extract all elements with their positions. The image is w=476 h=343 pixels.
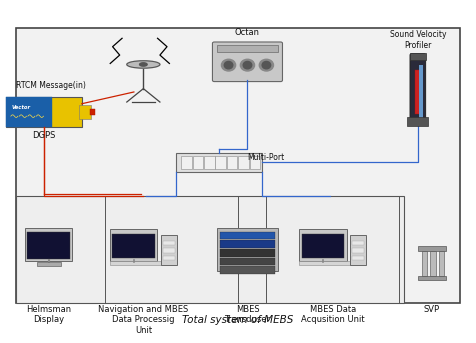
Bar xyxy=(350,235,366,265)
FancyBboxPatch shape xyxy=(410,54,426,123)
Text: Octan: Octan xyxy=(235,28,260,37)
Bar xyxy=(352,248,364,253)
Bar xyxy=(352,256,364,260)
Bar xyxy=(299,261,351,265)
Bar xyxy=(6,97,82,127)
Ellipse shape xyxy=(262,61,271,69)
Bar xyxy=(267,196,399,303)
Bar xyxy=(219,232,276,239)
Text: RTCM Message(in): RTCM Message(in) xyxy=(16,81,86,90)
Bar xyxy=(163,256,175,260)
Bar xyxy=(302,234,344,258)
Ellipse shape xyxy=(259,59,274,71)
Bar xyxy=(193,156,203,169)
Bar xyxy=(219,240,276,248)
Bar xyxy=(112,234,155,258)
Bar xyxy=(422,250,427,276)
Bar xyxy=(90,109,95,116)
Bar xyxy=(219,267,276,274)
Ellipse shape xyxy=(243,61,252,69)
Bar xyxy=(25,228,72,261)
Bar xyxy=(217,45,278,52)
Bar xyxy=(419,65,423,119)
Bar xyxy=(204,156,215,169)
Bar xyxy=(181,156,192,169)
Bar xyxy=(37,262,60,267)
Bar xyxy=(163,241,175,246)
Bar xyxy=(163,248,175,253)
Ellipse shape xyxy=(139,63,147,66)
Bar xyxy=(161,235,177,265)
Bar xyxy=(28,232,70,259)
Bar xyxy=(227,156,238,169)
Ellipse shape xyxy=(224,61,233,69)
Text: DGPS: DGPS xyxy=(32,131,56,140)
Bar xyxy=(418,247,446,250)
Text: Vector: Vector xyxy=(12,105,31,109)
Ellipse shape xyxy=(240,59,255,71)
Bar xyxy=(352,241,364,246)
Ellipse shape xyxy=(127,61,160,68)
Bar xyxy=(106,196,238,303)
Text: MBES
Transduser: MBES Transduser xyxy=(225,305,270,324)
Bar xyxy=(110,229,157,261)
Bar xyxy=(219,249,276,257)
Text: SVP: SVP xyxy=(424,305,440,314)
Text: Sound Velocity
Profiler: Sound Velocity Profiler xyxy=(389,30,446,50)
Bar xyxy=(238,156,249,169)
Text: Total system of MEBS: Total system of MEBS xyxy=(182,315,294,325)
Text: MBES Data
Acqusition Unit: MBES Data Acqusition Unit xyxy=(301,305,365,324)
Bar xyxy=(177,153,262,172)
Bar xyxy=(16,196,404,303)
Bar xyxy=(418,276,446,280)
Bar xyxy=(416,70,420,114)
Bar xyxy=(110,261,162,265)
Text: Navigation and MBES
Data Processig
Unit: Navigation and MBES Data Processig Unit xyxy=(98,305,188,335)
Bar xyxy=(409,54,426,60)
Bar xyxy=(407,117,428,126)
Bar xyxy=(79,105,91,119)
Bar xyxy=(439,250,444,276)
Bar xyxy=(219,258,276,265)
FancyBboxPatch shape xyxy=(212,42,282,82)
Bar xyxy=(217,228,278,271)
Ellipse shape xyxy=(221,59,236,71)
Bar xyxy=(216,156,226,169)
Text: Helmsman
Display: Helmsman Display xyxy=(26,305,71,324)
Bar xyxy=(6,97,51,127)
Bar xyxy=(16,28,460,303)
Bar xyxy=(430,250,436,276)
Text: Multi-Port: Multi-Port xyxy=(248,153,285,162)
Bar xyxy=(250,156,260,169)
Bar xyxy=(299,229,347,261)
